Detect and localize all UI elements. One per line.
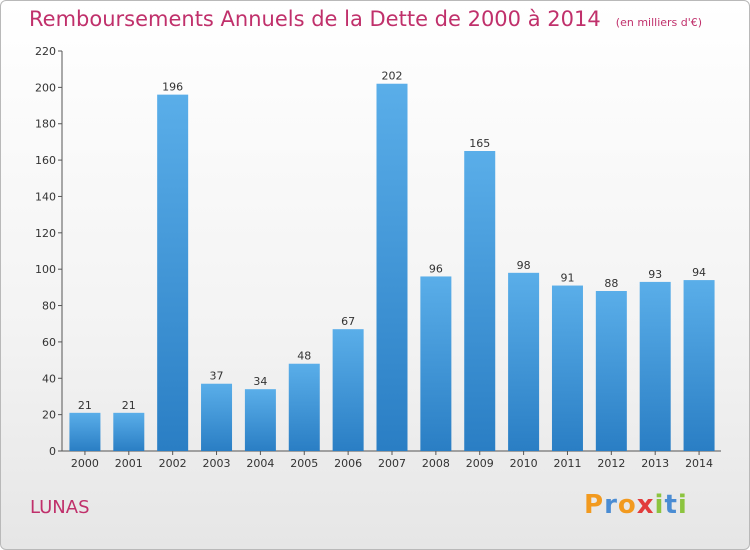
bar-value-label: 21 (122, 399, 136, 412)
bar-value-label: 37 (210, 370, 224, 383)
bar-2010 (508, 272, 540, 451)
bar-value-label: 48 (297, 350, 311, 363)
proxiti-logo: Proxiti (584, 490, 688, 520)
y-tick-label: 60 (42, 336, 56, 349)
bar-2002 (157, 94, 189, 452)
bar-value-label: 91 (560, 272, 574, 285)
y-tick-label: 200 (35, 81, 56, 94)
x-tick-label: 2005 (290, 457, 318, 470)
x-tick-label: 2001 (115, 457, 143, 470)
bar-2001 (113, 412, 145, 451)
y-tick-label: 100 (35, 263, 56, 276)
bar-2009 (464, 151, 496, 451)
bar-value-label: 165 (469, 137, 490, 150)
x-tick-label: 2007 (378, 457, 406, 470)
x-tick-label: 2011 (553, 457, 581, 470)
y-tick-label: 0 (49, 445, 56, 458)
x-tick-label: 2010 (510, 457, 538, 470)
x-tick-label: 2008 (422, 457, 450, 470)
bar-2014 (683, 280, 715, 451)
bar-2003 (201, 383, 233, 451)
bar-value-label: 88 (604, 277, 618, 290)
y-tick-label: 140 (35, 190, 56, 203)
x-tick-label: 2002 (159, 457, 187, 470)
y-tick-label: 20 (42, 409, 56, 422)
bar-value-label: 202 (382, 70, 403, 83)
bar-2012 (595, 291, 627, 451)
bar-value-label: 21 (78, 399, 92, 412)
bar-value-label: 67 (341, 315, 355, 328)
x-tick-label: 2013 (641, 457, 669, 470)
bar-value-label: 96 (429, 262, 443, 275)
chart-unit: (en milliers d'€) (615, 16, 703, 29)
x-tick-label: 2014 (685, 457, 713, 470)
x-tick-label: 2009 (466, 457, 494, 470)
y-tick-label: 120 (35, 227, 56, 240)
bar-2000 (69, 412, 101, 451)
x-tick-label: 2000 (71, 457, 99, 470)
bar-value-label: 98 (517, 259, 531, 272)
bar-2013 (639, 281, 671, 451)
y-tick-label: 180 (35, 118, 56, 131)
bar-2011 (551, 285, 583, 451)
x-tick-label: 2012 (597, 457, 625, 470)
y-tick-label: 80 (42, 300, 56, 313)
chart-title-text: Remboursements Annuels de la Dette de 20… (29, 7, 601, 31)
chart-title: Remboursements Annuels de la Dette de 20… (29, 7, 702, 31)
bar-value-label: 196 (162, 81, 183, 94)
bar-value-label: 93 (648, 268, 662, 281)
bar-2006 (332, 329, 364, 451)
x-tick-label: 2003 (203, 457, 231, 470)
commune-name: LUNAS (30, 497, 90, 518)
x-tick-label: 2004 (246, 457, 274, 470)
bar-value-label: 34 (253, 375, 267, 388)
y-tick-label: 220 (35, 45, 56, 58)
y-tick-label: 40 (42, 372, 56, 385)
y-tick-label: 160 (35, 154, 56, 167)
bar-value-label: 94 (692, 266, 706, 279)
x-tick-label: 2006 (334, 457, 362, 470)
bar-2007 (376, 83, 408, 452)
bar-2005 (288, 363, 320, 451)
bar-2008 (420, 276, 452, 451)
bar-2004 (244, 389, 276, 451)
